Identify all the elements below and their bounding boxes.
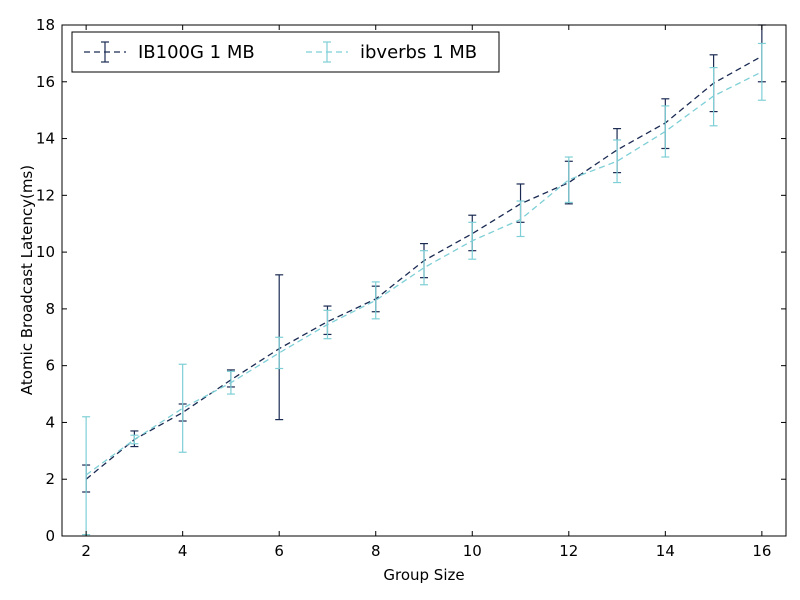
series-layer [82, 24, 766, 536]
x-tick-label: 16 [752, 542, 771, 560]
x-tick-label: 4 [178, 542, 188, 560]
x-tick-label: 2 [81, 542, 91, 560]
y-axis-label: Atomic Broadcast Latency(ms) [18, 165, 36, 395]
legend-label: ibverbs 1 MB [360, 42, 477, 63]
y-tick-label: 6 [45, 357, 55, 375]
plot-frame [61, 24, 787, 537]
y-tick-label: 14 [36, 130, 55, 148]
series-2 [82, 42, 766, 536]
x-tick-label: 8 [371, 542, 381, 560]
legend-box [71, 31, 500, 73]
y-tick-label: 8 [45, 300, 55, 318]
series-line [85, 71, 763, 476]
x-tick-label: 14 [656, 542, 675, 560]
legend: IB100G 1 MB ibverbs 1 MB [71, 31, 500, 73]
x-tick-label: 6 [274, 542, 284, 560]
legend-label: IB100G 1 MB [138, 42, 255, 63]
y-tick-label: 2 [45, 470, 55, 488]
y-tick-label: 10 [36, 243, 55, 261]
x-tick-label: 10 [463, 542, 482, 560]
y-tick-label: 18 [36, 16, 55, 34]
y-tick-label: 0 [45, 527, 55, 545]
x-tick-label: 12 [559, 542, 578, 560]
ticks-layer: 2 4 6 8 10 12 14 16 0 2 4 6 8 10 12 14 16 18 [36, 16, 786, 560]
legend-entry-2: ibverbs 1 MB [306, 41, 477, 63]
y-tick-label: 16 [36, 73, 55, 91]
x-axis-label: Group Size [383, 566, 464, 584]
y-tick-label: 4 [45, 413, 55, 431]
y-tick-label: 12 [36, 186, 55, 204]
legend-entry-1: IB100G 1 MB [84, 41, 255, 63]
